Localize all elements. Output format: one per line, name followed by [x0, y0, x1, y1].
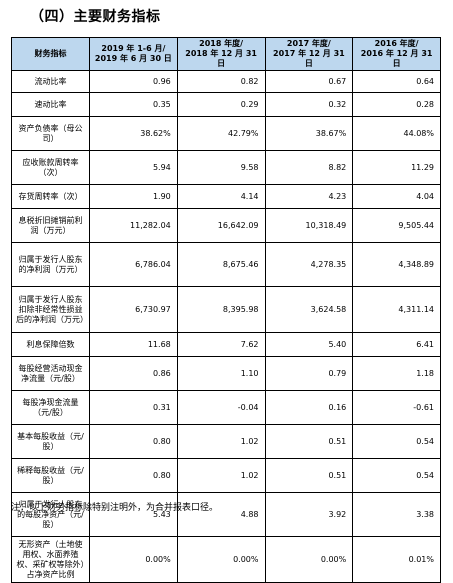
row-label: 基本每股收益（元/股） [11, 424, 90, 459]
column-header-2018: 2018 年度/ 2018 年 12 月 31 日 [176, 37, 266, 71]
column-header-indicator: 财务指标 [11, 37, 90, 71]
cell-value: 3.38 [352, 492, 441, 537]
cell-value: 8,675.46 [176, 242, 266, 287]
row-label: 归属于发行人股东的净利润（万元） [11, 242, 90, 287]
cell-value: 0.80 [89, 424, 178, 459]
cell-value: 0.51 [264, 458, 354, 493]
cell-value: 1.02 [176, 458, 266, 493]
column-header-2019h1: 2019 年 1-6 月/ 2019 年 6 月 30 日 [89, 37, 178, 71]
cell-value: 6,730.97 [89, 286, 178, 333]
row-label: 稀释每股收益（元/股） [11, 458, 90, 493]
row-label: 资产负债率（母公司） [11, 116, 90, 151]
cell-value: 0.82 [176, 70, 266, 93]
cell-value: 1.90 [89, 184, 178, 209]
cell-value: 1.18 [352, 356, 441, 391]
cell-value: 0.00% [264, 536, 354, 583]
row-label: 息税折旧摊销前利润（万元） [11, 208, 90, 243]
row-label: 应收账款周转率（次） [11, 150, 90, 185]
cell-value: 0.32 [264, 92, 354, 117]
cell-value: 9,505.44 [352, 208, 441, 243]
cell-value: 0.67 [264, 70, 354, 93]
cell-value: 4.04 [352, 184, 441, 209]
financial-indicators-table: 财务指标 2019 年 1-6 月/ 2019 年 6 月 30 日 2018 … [11, 37, 441, 583]
column-header-2016: 2016 年度/ 2016 年 12 月 31 日 [352, 37, 441, 71]
row-label: 流动比率 [11, 70, 90, 93]
table-row: 速动比率 0.35 0.29 0.32 0.28 [11, 92, 441, 117]
row-label: 无形资产（土地使用权、水面养殖权、采矿权等除外）占净资产比例 [11, 536, 90, 583]
table-header-row: 财务指标 2019 年 1-6 月/ 2019 年 6 月 30 日 2018 … [11, 37, 441, 71]
cell-value: 44.08% [352, 116, 441, 151]
cell-value: 5.40 [264, 332, 354, 357]
cell-value: 0.00% [89, 536, 178, 583]
cell-value: 1.10 [176, 356, 266, 391]
cell-value: 0.31 [89, 390, 178, 425]
table-row: 每股经营活动现金净流量（元/股） 0.86 1.10 0.79 1.18 [11, 356, 441, 391]
footnote: 注：以上财务指标除特别注明外，为合并报表口径。 [11, 503, 219, 513]
cell-value: 0.28 [352, 92, 441, 117]
cell-value: 4,348.89 [352, 242, 441, 287]
cell-value: -0.61 [352, 390, 441, 425]
cell-value: 42.79% [176, 116, 266, 151]
cell-value: 8.82 [264, 150, 354, 185]
cell-value: 0.54 [352, 458, 441, 493]
cell-value: 0.29 [176, 92, 266, 117]
cell-value: 6.41 [352, 332, 441, 357]
table-row: 归属于发行人股东扣除非经常性损益后的净利润（万元） 6,730.97 8,395… [11, 286, 441, 333]
cell-value: 5.94 [89, 150, 178, 185]
table-row: 存货周转率（次） 1.90 4.14 4.23 4.04 [11, 184, 441, 209]
table-row: 应收账款周转率（次） 5.94 9.58 8.82 11.29 [11, 150, 441, 185]
cell-value: 10,318.49 [264, 208, 354, 243]
cell-value: 4,278.35 [264, 242, 354, 287]
table-row: 资产负债率（母公司） 38.62% 42.79% 38.67% 44.08% [11, 116, 441, 151]
column-header-2017: 2017 年度/ 2017 年 12 月 31 日 [264, 37, 354, 71]
section-title: （四）主要财务指标 [30, 9, 161, 25]
cell-value: 0.01% [352, 536, 441, 583]
cell-value: 3,624.58 [264, 286, 354, 333]
table-row: 息税折旧摊销前利润（万元） 11,282.04 16,642.09 10,318… [11, 208, 441, 243]
cell-value: 11.29 [352, 150, 441, 185]
cell-value: 0.35 [89, 92, 178, 117]
cell-value: 11.68 [89, 332, 178, 357]
table-row: 归属于发行人股东的净利润（万元） 6,786.04 8,675.46 4,278… [11, 242, 441, 287]
cell-value: 1.02 [176, 424, 266, 459]
cell-value: 38.62% [89, 116, 178, 151]
row-label: 归属于发行人股东扣除非经常性损益后的净利润（万元） [11, 286, 90, 333]
cell-value: 4,311.14 [352, 286, 441, 333]
cell-value: 0.96 [89, 70, 178, 93]
cell-value: 9.58 [176, 150, 266, 185]
cell-value: 0.54 [352, 424, 441, 459]
table-row: 每股净现金流量（元/股） 0.31 -0.04 0.16 -0.61 [11, 390, 441, 425]
cell-value: 0.79 [264, 356, 354, 391]
table-row: 利息保障倍数 11.68 7.62 5.40 6.41 [11, 332, 441, 357]
cell-value: 0.00% [176, 536, 266, 583]
cell-value: 0.16 [264, 390, 354, 425]
cell-value: 0.51 [264, 424, 354, 459]
table-row: 基本每股收益（元/股） 0.80 1.02 0.51 0.54 [11, 424, 441, 459]
cell-value: 0.86 [89, 356, 178, 391]
row-label: 每股净现金流量（元/股） [11, 390, 90, 425]
cell-value: 3.92 [264, 492, 354, 537]
cell-value: 6,786.04 [89, 242, 178, 287]
table-row: 无形资产（土地使用权、水面养殖权、采矿权等除外）占净资产比例 0.00% 0.0… [11, 536, 441, 583]
cell-value: 0.64 [352, 70, 441, 93]
cell-value: 11,282.04 [89, 208, 178, 243]
row-label: 利息保障倍数 [11, 332, 90, 357]
cell-value: 0.80 [89, 458, 178, 493]
row-label: 速动比率 [11, 92, 90, 117]
cell-value: -0.04 [176, 390, 266, 425]
table-row: 稀释每股收益（元/股） 0.80 1.02 0.51 0.54 [11, 458, 441, 493]
row-label: 存货周转率（次） [11, 184, 90, 209]
cell-value: 8,395.98 [176, 286, 266, 333]
cell-value: 7.62 [176, 332, 266, 357]
row-label: 每股经营活动现金净流量（元/股） [11, 356, 90, 391]
cell-value: 4.14 [176, 184, 266, 209]
table-row: 流动比率 0.96 0.82 0.67 0.64 [11, 70, 441, 93]
cell-value: 16,642.09 [176, 208, 266, 243]
cell-value: 4.23 [264, 184, 354, 209]
cell-value: 38.67% [264, 116, 354, 151]
